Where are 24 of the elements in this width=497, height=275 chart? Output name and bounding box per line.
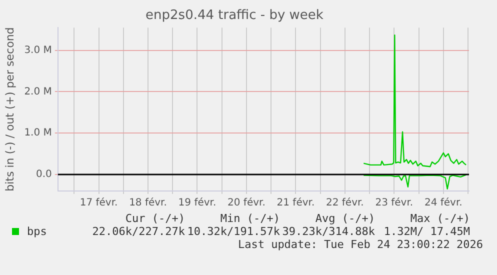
chart-title: enp2s0.44 traffic - by week xyxy=(146,8,324,24)
x-tick-label: 23 févr. xyxy=(375,198,414,209)
y-axis-title: bits in (-) / out (+) per second xyxy=(3,27,16,192)
y-tick-label: 0.0 xyxy=(36,169,52,180)
x-tick-label: 19 févr. xyxy=(178,198,216,209)
text: Max (-/+) xyxy=(409,212,470,225)
text: Min (-/+) xyxy=(219,212,280,225)
text: 1.32M/ 17.45M xyxy=(382,225,470,238)
text: 39.23k/314.88k xyxy=(281,225,375,238)
y-tick-label: 2.0 M xyxy=(24,86,52,98)
text: Last update: Tue Feb 24 23:00:22 2026 xyxy=(236,238,484,251)
text: Avg (-/+) xyxy=(314,212,375,225)
x-tick-label: 18 févr. xyxy=(129,198,167,209)
x-tick-label: 24 févr. xyxy=(424,198,462,209)
y-tick-label: 3.0 M xyxy=(24,44,52,56)
text: 10.32k/191.57k xyxy=(186,225,280,238)
legend-label: bps xyxy=(27,225,47,238)
x-tick-label: 17 févr. xyxy=(80,198,118,209)
text: Cur (-/+) xyxy=(124,212,185,225)
x-tick-label: 20 févr. xyxy=(228,198,266,209)
text: 22.06k/227.27k xyxy=(91,225,185,238)
y-tick-label: 1.0 M xyxy=(24,128,52,139)
x-tick-label: 21 févr. xyxy=(276,198,315,209)
x-tick-label: 22 févr. xyxy=(326,198,364,209)
